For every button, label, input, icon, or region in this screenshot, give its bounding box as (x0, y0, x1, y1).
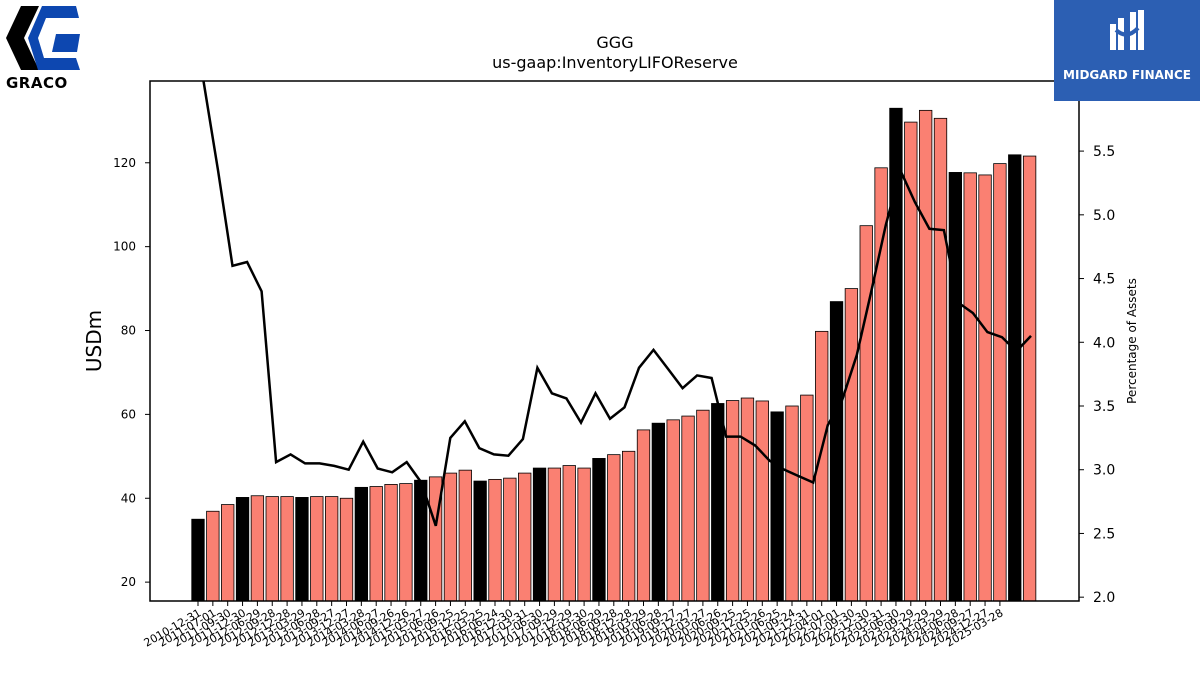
midgard-mark-icon (1110, 10, 1144, 50)
graco-logo (6, 6, 80, 70)
bar (607, 454, 621, 602)
y2-tick-label: 3.0 (1093, 463, 1115, 479)
bar (681, 415, 695, 602)
bar (206, 510, 220, 602)
bar (577, 467, 591, 602)
y2-axis-label: Percentage of Assets (1125, 278, 1139, 404)
line-series (202, 80, 1032, 527)
bar (696, 409, 710, 602)
bar (562, 465, 576, 602)
chart-subtitle: us-gaap:InventoryLIFOReserve (492, 53, 738, 72)
bar (993, 163, 1007, 602)
bar (384, 484, 398, 602)
bar (978, 174, 992, 602)
bar (844, 288, 859, 602)
bar (592, 458, 606, 602)
bar (711, 403, 725, 602)
bar (740, 397, 755, 602)
bar (458, 469, 472, 602)
y-tick-label: 40 (121, 491, 136, 505)
y2-tick-label: 5.5 (1093, 144, 1115, 160)
y2-tick-label: 3.5 (1093, 399, 1115, 415)
bar (666, 419, 680, 602)
midgard-logo: MIDGARD FINANCE (1054, 0, 1200, 101)
y-tick-label: 60 (121, 407, 136, 421)
bar (518, 472, 532, 602)
bar (636, 429, 651, 602)
bar (532, 467, 547, 602)
chart-title: GGG (596, 33, 633, 52)
bar (919, 109, 933, 602)
y2-tick-label: 4.5 (1093, 272, 1115, 288)
line-path (202, 80, 1032, 527)
y-tick-label: 120 (113, 156, 136, 170)
y-tick-label: 20 (121, 575, 136, 589)
bar (963, 172, 977, 602)
bar (473, 480, 487, 602)
bar (829, 301, 844, 602)
graco-logo-text: GRACO (6, 74, 68, 92)
bar (310, 496, 324, 602)
bar (324, 496, 339, 602)
bar (221, 504, 235, 602)
y2-tick-label: 2.5 (1093, 526, 1115, 542)
bar (725, 400, 740, 602)
bar (547, 467, 562, 602)
bar (874, 167, 888, 602)
y-axis-label: USDm (82, 310, 106, 372)
bar (755, 400, 769, 602)
midgard-logo-text: MIDGARD FINANCE (1063, 68, 1191, 82)
bar (622, 450, 636, 602)
bar (800, 394, 814, 602)
bar (933, 117, 948, 602)
bar (1022, 155, 1037, 602)
bar (1008, 154, 1022, 602)
bar (503, 477, 517, 602)
bar (488, 478, 502, 602)
bar (295, 497, 309, 602)
y2-tick-label: 4.0 (1093, 335, 1115, 351)
y2-tick-label: 5.0 (1093, 208, 1115, 224)
bar (443, 472, 458, 602)
bar (369, 486, 383, 602)
y2-tick-label: 2.0 (1093, 590, 1115, 606)
bar (250, 495, 265, 602)
y-tick-label: 100 (113, 240, 136, 254)
bar (414, 479, 428, 602)
bar (770, 411, 784, 602)
bar (265, 496, 279, 602)
y-tick-label: 80 (121, 324, 136, 338)
plot-frame (149, 80, 1080, 602)
bar (399, 483, 413, 602)
bar (785, 405, 799, 602)
bar (235, 497, 250, 602)
bar (191, 518, 205, 602)
bar (339, 497, 354, 602)
bar (354, 486, 369, 602)
axis-ticks: 204060801001202.02.53.03.54.04.55.05.520… (113, 144, 1115, 649)
bar (948, 172, 962, 602)
bar (280, 496, 294, 602)
bar-series (191, 107, 1037, 602)
bar (651, 422, 665, 602)
bar (859, 225, 873, 602)
